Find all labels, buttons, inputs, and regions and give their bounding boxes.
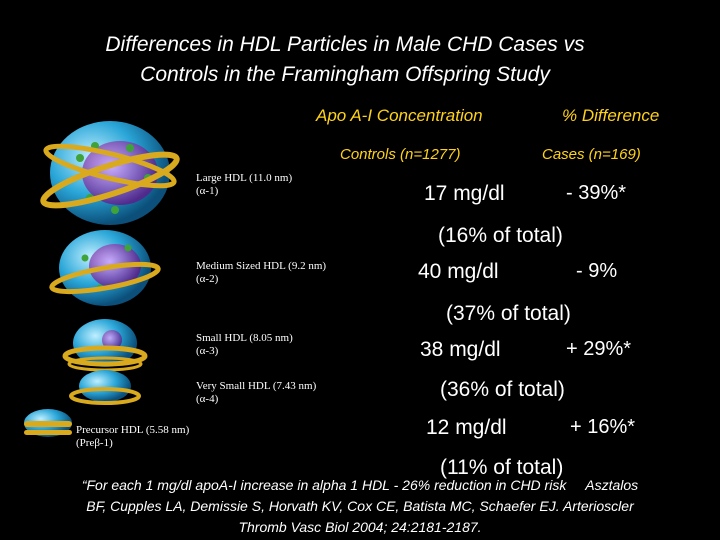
particle-label-precursor: Precursor HDL (5.58 nm) (Preβ-1) — [76, 424, 190, 449]
slide-title: Differences in HDL Particles in Male CHD… — [0, 30, 690, 90]
large-hdl-particle-icon — [40, 121, 180, 225]
row3-share: (36% of total) — [440, 378, 565, 401]
cases-header: Cases (n=169) — [542, 146, 641, 163]
precursor-hdl-particle-icon — [24, 409, 72, 437]
row2-concentration: 40 mg/dl — [418, 260, 499, 283]
particle-label-very-small: Very Small HDL (7.43 nm) (α-4) — [196, 380, 317, 405]
percent-difference-header: % Difference — [562, 106, 660, 125]
medium-hdl-particle-icon — [49, 230, 161, 306]
citation-footnote: “For each 1 mg/dl apoA-I increase in alp… — [0, 475, 720, 538]
row2-difference: - 9% — [576, 260, 618, 282]
row2-share: (37% of total) — [446, 302, 571, 325]
very-small-hdl-particle-icon — [69, 370, 141, 405]
title-line-2: Controls in the Framingham Offspring Stu… — [140, 63, 550, 86]
footnote-line-3: Thromb Vasc Biol 2004; 24:2181-2187. — [238, 519, 482, 535]
small-hdl-particle-icon — [62, 319, 148, 372]
row3-difference: + 29%* — [566, 338, 632, 360]
particle-label-small: Small HDL (8.05 nm) (α-3) — [196, 332, 293, 357]
row4-concentration: 12 mg/dl — [426, 416, 507, 439]
controls-header: Controls (n=1277) — [340, 146, 461, 163]
particle-label-large: Large HDL (11.0 nm) (α-1) — [196, 172, 293, 197]
apo-concentration-header: Apo A-I Concentration — [316, 106, 483, 125]
row4-share: (11% of total) — [440, 456, 564, 479]
row4-difference: + 16%* — [570, 416, 636, 438]
row3-concentration: 38 mg/dl — [420, 338, 501, 361]
hdl-particle-illustrations — [24, 121, 180, 437]
title-line-1: Differences in HDL Particles in Male CHD… — [105, 33, 585, 56]
row1-concentration: 17 mg/dl — [424, 182, 505, 205]
footnote-line-2: BF, Cupples LA, Demissie S, Horvath KV, … — [86, 498, 634, 514]
row1-share: (16% of total) — [438, 224, 563, 247]
particle-label-medium: Medium Sized HDL (9.2 nm) (α-2) — [196, 260, 327, 285]
footnote-line-1: “For each 1 mg/dl apoA-I increase in alp… — [81, 477, 639, 493]
row1-difference: - 39%* — [566, 182, 627, 204]
